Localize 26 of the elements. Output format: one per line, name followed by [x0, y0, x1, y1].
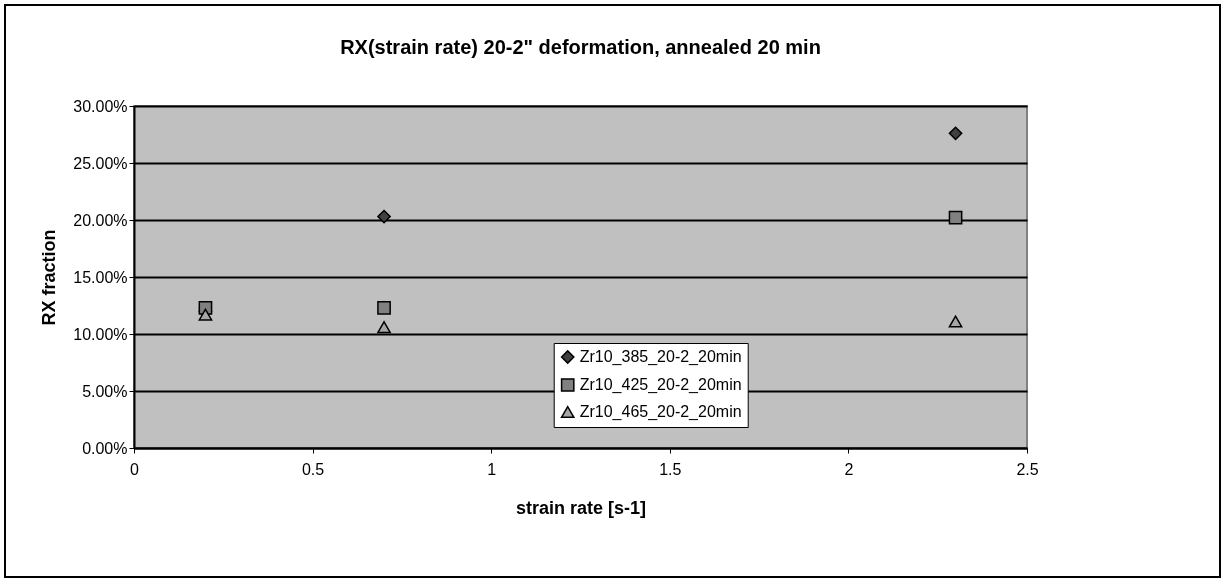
y-tick-label: 0.00% [82, 439, 128, 457]
x-tick-label: 1 [487, 460, 497, 478]
y-tick-label: 30.00% [73, 97, 128, 115]
point [948, 126, 963, 141]
point [377, 300, 391, 315]
legend-label: Zr10_385_20-2_20min [579, 348, 742, 366]
y-tick-label: 5.00% [82, 382, 128, 400]
y-axis-title: RX fraction [39, 229, 60, 326]
point [377, 209, 391, 224]
x-tick-label: 2.5 [1016, 460, 1039, 478]
x-tick-label: 0.5 [301, 460, 325, 478]
point [198, 308, 213, 321]
chart-title: RX(strain rate) 20-2" deformation, annealed 20 min [340, 36, 821, 58]
y-tick-label: 10.00% [73, 325, 128, 343]
x-tick-label: 2 [844, 460, 854, 478]
legend-label: Zr10_425_20-2_20min [579, 376, 742, 394]
x-tick-label: 0 [130, 460, 140, 478]
x-axis-title: strain rate [s-1] [515, 497, 647, 518]
legend-label: Zr10_465_20-2_20min [579, 403, 742, 421]
point [948, 210, 963, 225]
point [377, 321, 391, 334]
y-tick-label: 25.00% [73, 154, 128, 172]
point [948, 315, 963, 328]
y-tick-label: 15.00% [73, 268, 128, 286]
x-tick-label: 1.5 [659, 460, 682, 478]
y-tick-label: 20.00% [73, 211, 128, 229]
